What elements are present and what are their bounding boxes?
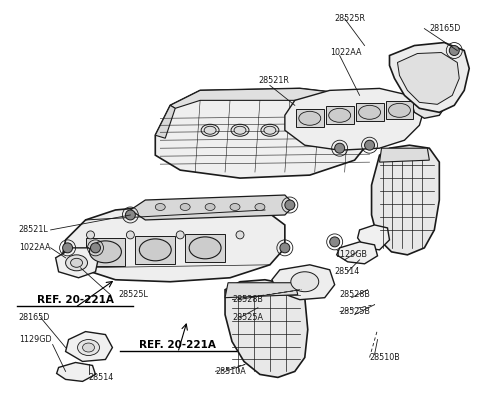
Text: 1022AA: 1022AA [330,48,361,57]
Polygon shape [225,280,308,377]
Polygon shape [185,234,225,262]
Ellipse shape [71,259,83,267]
Text: 28525A: 28525A [232,313,263,322]
Ellipse shape [205,203,215,210]
Text: 28525B: 28525B [340,307,371,316]
Ellipse shape [264,126,276,134]
Polygon shape [372,145,439,255]
Circle shape [91,243,100,253]
Polygon shape [272,265,335,300]
Text: 28528B: 28528B [232,295,263,304]
Text: 28514: 28514 [335,267,360,276]
Circle shape [176,231,184,239]
Polygon shape [170,88,374,112]
Polygon shape [156,105,175,138]
Ellipse shape [359,105,381,119]
Ellipse shape [261,124,279,136]
Circle shape [126,231,134,239]
Polygon shape [62,205,285,282]
Polygon shape [385,102,413,119]
Polygon shape [326,106,354,124]
Polygon shape [285,88,424,150]
Ellipse shape [189,237,221,259]
Text: 28165D: 28165D [19,313,50,322]
Text: 28165D: 28165D [429,24,461,33]
Text: 1022AA: 1022AA [19,243,50,252]
Ellipse shape [83,343,95,352]
Polygon shape [358,225,389,250]
Polygon shape [131,195,295,220]
Text: REF. 20-221A: REF. 20-221A [139,340,216,350]
Polygon shape [397,53,459,104]
Ellipse shape [89,241,121,263]
Circle shape [280,243,290,253]
Ellipse shape [291,272,319,292]
Polygon shape [66,332,112,361]
Circle shape [449,46,459,55]
Text: 28521R: 28521R [258,76,289,85]
Ellipse shape [231,124,249,136]
Polygon shape [356,103,384,121]
Text: REF. 20-221A: REF. 20-221A [36,295,113,305]
Text: 28528B: 28528B [340,290,371,299]
Ellipse shape [291,124,309,136]
Ellipse shape [234,126,246,134]
Text: 28514: 28514 [88,373,114,382]
Ellipse shape [329,109,350,122]
Circle shape [125,210,135,220]
Circle shape [285,200,295,210]
Text: 1129GB: 1129GB [335,250,367,259]
Polygon shape [380,148,429,162]
Circle shape [236,231,244,239]
Ellipse shape [156,203,165,210]
Circle shape [365,140,374,150]
Text: 28525L: 28525L [119,290,148,299]
Text: 28510B: 28510B [370,353,400,362]
Circle shape [330,237,340,247]
Circle shape [86,231,95,239]
Ellipse shape [66,255,87,271]
Polygon shape [409,85,449,118]
Text: 28510A: 28510A [215,367,246,376]
Polygon shape [85,238,125,266]
Circle shape [335,143,345,153]
Text: 28521L: 28521L [19,225,48,234]
Ellipse shape [201,124,219,136]
Ellipse shape [294,126,306,134]
Ellipse shape [255,203,265,210]
Ellipse shape [204,126,216,134]
Polygon shape [135,236,175,264]
Ellipse shape [230,203,240,210]
Ellipse shape [299,111,321,125]
Ellipse shape [78,339,99,356]
Polygon shape [56,248,98,278]
Ellipse shape [324,126,336,134]
Ellipse shape [180,203,190,210]
Polygon shape [336,242,378,264]
Text: 28525R: 28525R [335,14,366,23]
Polygon shape [156,88,380,178]
Ellipse shape [321,124,339,136]
Polygon shape [296,109,324,127]
Polygon shape [225,283,298,298]
Text: 1129GD: 1129GD [19,335,51,344]
Polygon shape [57,363,96,381]
Ellipse shape [139,239,171,261]
Polygon shape [389,43,469,112]
Ellipse shape [388,103,410,117]
Circle shape [62,243,72,253]
